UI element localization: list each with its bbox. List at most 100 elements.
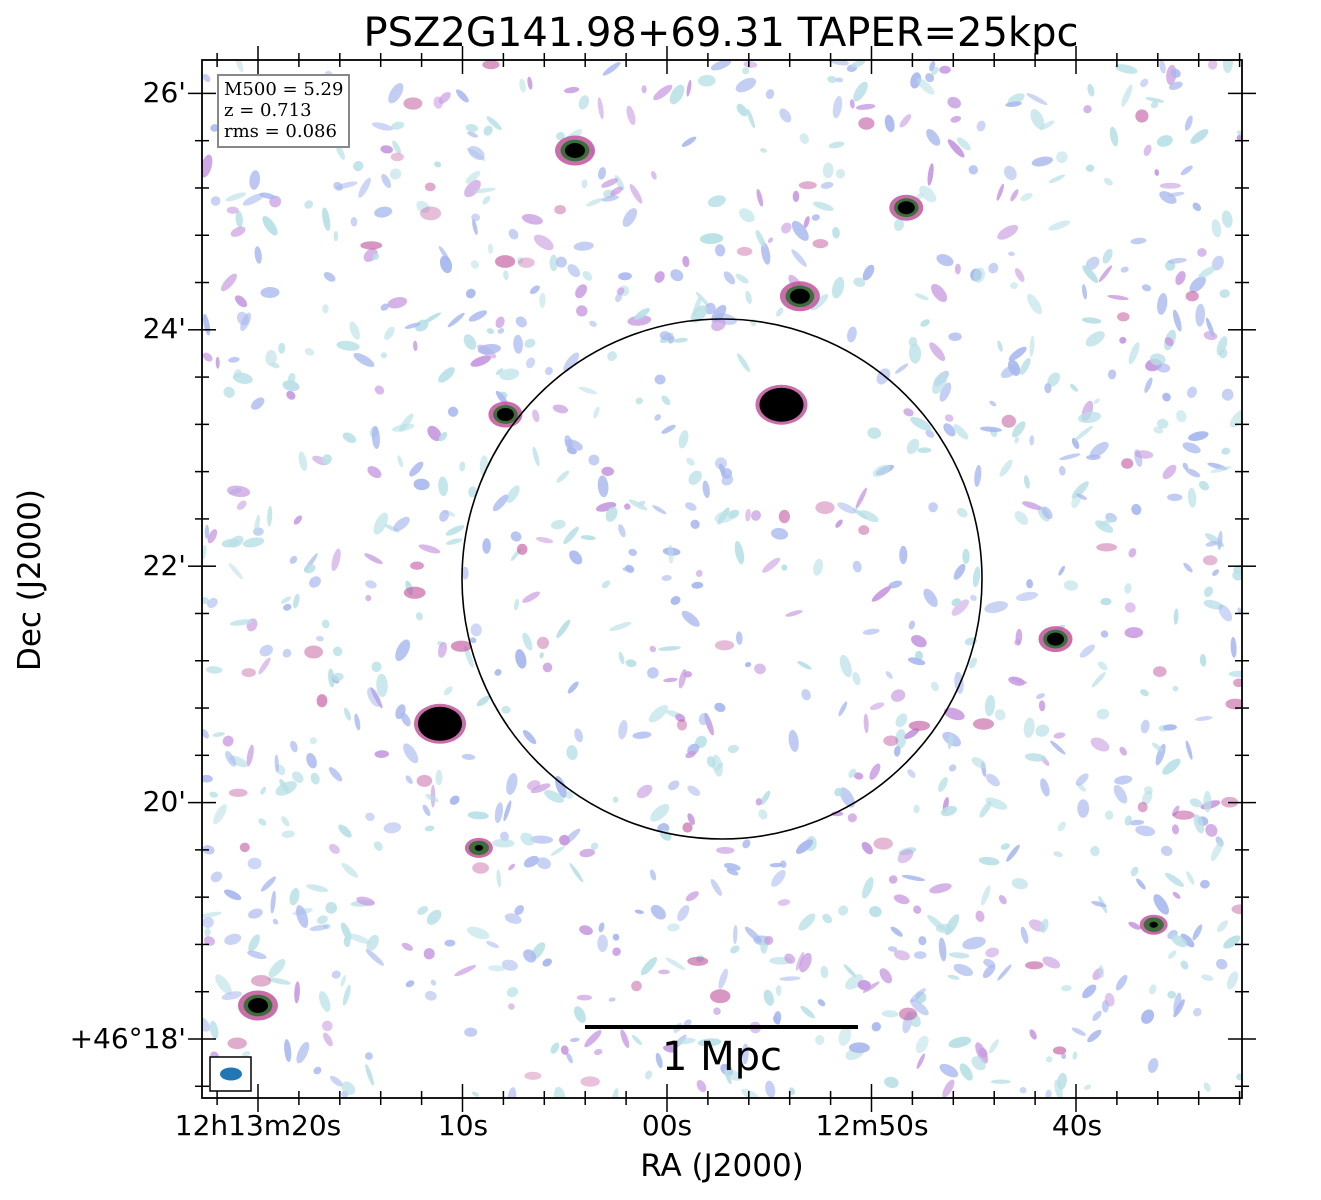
noise-blob	[785, 610, 803, 617]
faint-emission-blob	[898, 1007, 918, 1021]
noise-blob	[1035, 724, 1050, 737]
noise-blob	[313, 1066, 322, 1075]
noise-blob	[908, 620, 916, 630]
noise-blob	[1230, 636, 1237, 658]
noise-blob	[526, 357, 536, 369]
noise-blob	[650, 904, 666, 920]
noise-blob	[341, 862, 359, 878]
noise-blob	[756, 188, 764, 207]
noise-blob	[1103, 177, 1113, 186]
noise-blob	[726, 868, 739, 876]
noise-blob	[820, 181, 834, 189]
noise-blob	[242, 1051, 251, 1057]
noise-blob	[293, 515, 303, 525]
info-m500: M500 = 5.29	[224, 79, 344, 100]
noise-blob	[853, 772, 864, 780]
noise-blob	[820, 965, 829, 979]
noise-blob	[832, 95, 843, 119]
noise-blob	[1203, 586, 1214, 597]
noise-blob	[413, 478, 430, 491]
noise-blob	[254, 514, 260, 535]
noise-blob	[1153, 894, 1169, 915]
noise-blob	[1173, 608, 1179, 625]
noise-blob	[374, 385, 385, 395]
noise-blob	[663, 677, 678, 683]
noise-blob	[910, 72, 922, 89]
noise-blob	[1149, 353, 1166, 366]
noise-blob	[1054, 1079, 1063, 1098]
noise-blob	[1010, 282, 1018, 290]
noise-blob	[270, 362, 280, 369]
noise-blob	[1185, 468, 1201, 478]
noise-blob	[367, 466, 382, 479]
noise-blob	[225, 750, 237, 767]
noise-blob	[463, 334, 477, 350]
noise-blob	[951, 598, 961, 607]
noise-blob	[1128, 819, 1145, 826]
noise-blob	[1193, 814, 1205, 834]
noise-blob	[230, 226, 246, 237]
noise-blob	[1100, 597, 1112, 606]
noise-blob	[751, 510, 761, 521]
noise-blob	[204, 927, 211, 937]
noise-blob	[207, 529, 218, 544]
noise-blob	[549, 254, 558, 272]
noise-blob	[213, 804, 227, 825]
noise-blob	[365, 1064, 374, 1086]
noise-blob	[1216, 958, 1228, 970]
noise-blob	[465, 288, 476, 299]
noise-blob	[226, 485, 251, 498]
noise-blob	[929, 883, 952, 894]
noise-blob	[822, 162, 834, 179]
noise-blob	[1008, 251, 1015, 257]
faint-emission-blob	[1025, 961, 1044, 970]
faint-emission-blob	[1121, 458, 1134, 469]
noise-blob	[1156, 135, 1173, 147]
noise-blob	[260, 786, 266, 795]
noise-blob	[951, 599, 969, 616]
noise-blob	[332, 672, 344, 682]
noise-blob	[468, 145, 485, 161]
noise-blob	[648, 705, 668, 723]
noise-blob	[1029, 1029, 1037, 1040]
faint-emission-blob	[450, 640, 472, 652]
noise-blob	[348, 933, 370, 944]
noise-blob	[1027, 293, 1042, 315]
noise-blob	[464, 645, 474, 668]
noise-blob	[1060, 984, 1072, 992]
noise-blob	[574, 728, 584, 743]
noise-blob	[392, 423, 415, 432]
noise-blob	[1201, 974, 1214, 982]
noise-blob	[522, 632, 533, 651]
noise-blob	[366, 934, 379, 952]
noise-blob	[349, 321, 360, 340]
noise-blob	[1163, 724, 1177, 731]
noise-blob	[1020, 926, 1029, 944]
noise-blob	[612, 947, 621, 956]
noise-blob	[944, 414, 954, 422]
noise-blob	[942, 1079, 955, 1098]
noise-blob	[795, 951, 805, 971]
noise-blob	[1098, 964, 1105, 979]
noise-blob	[688, 470, 702, 485]
faint-emission-blob	[410, 561, 424, 570]
noise-blob	[449, 795, 460, 805]
noise-blob	[950, 115, 962, 123]
noise-blob	[304, 348, 315, 356]
faint-emission-blob	[812, 239, 829, 249]
noise-blob	[904, 728, 920, 740]
noise-blob	[246, 618, 258, 632]
noise-blob	[350, 217, 358, 227]
noise-blob	[1005, 101, 1022, 107]
noise-blob	[553, 1086, 566, 1098]
noise-blob	[430, 979, 437, 986]
noise-blob	[677, 905, 690, 922]
noise-blob	[438, 92, 451, 104]
noise-blob	[661, 395, 671, 406]
noise-blob	[483, 125, 493, 136]
noise-blob	[224, 933, 242, 945]
noise-blob	[513, 334, 523, 354]
faint-emission-blob	[239, 842, 250, 853]
noise-blob	[416, 200, 430, 213]
noise-blob	[415, 612, 423, 621]
